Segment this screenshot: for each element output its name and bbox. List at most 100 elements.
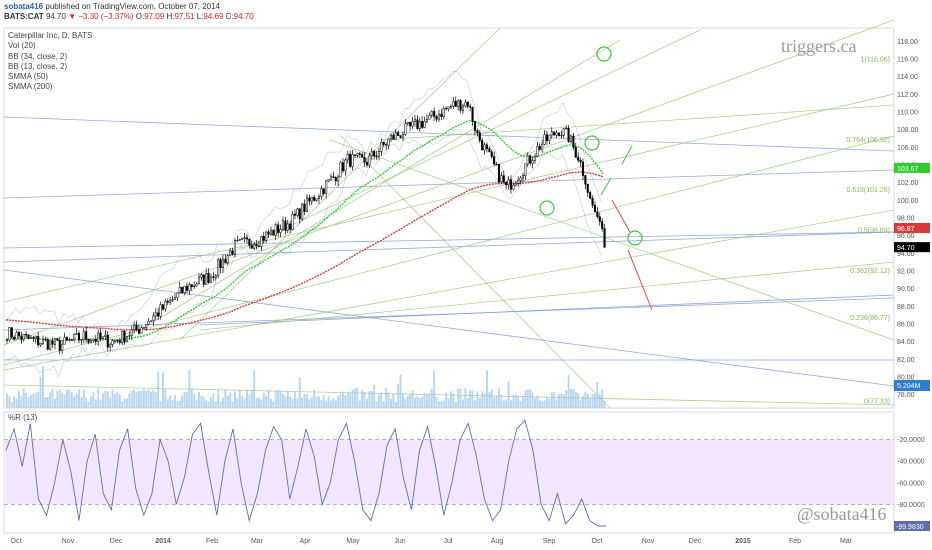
publish-line: sobata416 published on TradingView.com, … <box>4 2 220 11</box>
candle-body <box>596 211 599 217</box>
time-tick-label: Dec <box>689 538 702 545</box>
trendline <box>339 134 611 409</box>
indicator-label[interactable]: %R (13) <box>8 413 38 422</box>
volume-bar <box>567 374 570 408</box>
trendline <box>199 261 895 331</box>
candle-body <box>241 238 244 240</box>
volume-bar <box>123 398 126 408</box>
candle-body <box>550 131 553 136</box>
candle-body <box>449 105 453 108</box>
volume-bar <box>421 396 424 408</box>
candle-body <box>454 100 457 107</box>
candle-body <box>567 127 570 142</box>
volume-bar <box>500 394 503 408</box>
candle-body <box>519 177 522 181</box>
wr-tick-label: -40.0000 <box>897 459 925 466</box>
fib-level-label: 1(116.06) <box>861 56 890 63</box>
legend-item[interactable]: BB (34, close, 2) <box>8 51 68 61</box>
wr-last-label: -99.9830 <box>896 524 924 531</box>
candle-body <box>514 183 517 186</box>
watermark-site: triggers.ca <box>781 36 857 56</box>
legend-item[interactable]: SMMA (200) <box>8 82 53 92</box>
candle-body <box>159 304 162 317</box>
candle-body <box>97 332 100 342</box>
volume-bar <box>512 394 515 408</box>
candle-body <box>128 335 131 337</box>
open-label: O: <box>135 12 145 21</box>
trendline <box>3 135 895 366</box>
volume-bar <box>169 395 172 408</box>
high-value: 97.51 <box>174 12 195 21</box>
price-tick-label: 88.00 <box>897 304 915 311</box>
volume-bar <box>586 393 589 408</box>
candle-body <box>500 175 503 183</box>
legend-item[interactable]: SMMA (50) <box>8 72 49 82</box>
volume-bar <box>306 394 308 408</box>
volume-bar <box>78 389 80 408</box>
price-axis[interactable]: 78.00 80.00 82.00 84.00 86.00 88.00 90.00 92.00… <box>894 39 930 399</box>
candle-body <box>111 340 114 345</box>
candle-body <box>68 339 71 341</box>
candle-body <box>269 229 273 235</box>
candle-body <box>425 119 429 122</box>
candle-body <box>221 258 225 268</box>
price-tick-label: 90.00 <box>897 286 915 293</box>
legend-item[interactable]: Vol (20) <box>8 41 36 51</box>
candle-body <box>161 304 165 310</box>
volume-bar <box>152 389 155 408</box>
volume-bar <box>346 392 349 408</box>
volume-bar <box>181 395 184 408</box>
volume-bar <box>145 390 148 408</box>
price-marker <box>894 162 930 173</box>
candle-body <box>490 151 493 157</box>
volume-bar <box>70 392 73 408</box>
time-axis[interactable]: Oct Nov Dec 2014 Feb Mar Apr May Jun Jul Aug Sep Oct… <box>11 538 853 545</box>
legend-item[interactable]: Caterpillar Inc, D, BATS <box>8 31 93 40</box>
candle-body <box>281 220 285 230</box>
volume-bar <box>510 400 512 408</box>
price-tick-label: 110.00 <box>897 109 918 116</box>
volume-bar <box>224 389 227 408</box>
volume-bar <box>582 395 584 408</box>
trendline <box>239 29 701 251</box>
candle-body <box>452 100 455 107</box>
candle-body <box>5 339 9 342</box>
candle-body <box>142 327 145 329</box>
last-price: 94.70 <box>45 12 66 21</box>
volume-bar <box>13 396 16 408</box>
volume-bar <box>603 401 606 408</box>
volume-bar <box>378 394 380 408</box>
candle-body <box>524 163 527 176</box>
candle-body <box>41 338 45 344</box>
volume-bar <box>550 391 553 408</box>
volume-bar <box>164 388 167 408</box>
volume-bar <box>524 390 527 408</box>
volume-bar <box>34 392 37 408</box>
volume-bar <box>342 391 344 408</box>
candle-body <box>178 286 181 294</box>
volume-bar <box>154 391 157 408</box>
volume-bar <box>560 393 563 408</box>
volume-bar <box>133 389 136 408</box>
author-link[interactable]: sobata416 <box>4 2 44 11</box>
volume-bar <box>241 395 244 408</box>
volume-bar <box>562 394 565 408</box>
volume-bar <box>106 391 109 408</box>
candle-body <box>387 138 390 146</box>
volume-bar <box>507 381 510 408</box>
volume-bar <box>354 388 356 408</box>
legend-item[interactable]: BB (13, close, 2) <box>8 61 68 71</box>
volume-bar <box>150 391 152 408</box>
volume-label: 5.204M <box>897 383 921 390</box>
price-tick-label: 114.00 <box>897 74 918 81</box>
volume-bar <box>325 400 328 408</box>
volume-bar <box>538 400 541 408</box>
candle-body <box>334 177 337 182</box>
candle-body <box>526 155 529 165</box>
volume-bar <box>22 388 25 408</box>
candle-body <box>430 111 433 116</box>
watermark-handle: @sobata416 <box>797 504 887 524</box>
volume-bar <box>178 400 181 408</box>
volume-bar <box>219 401 222 408</box>
candle-body <box>87 338 90 343</box>
